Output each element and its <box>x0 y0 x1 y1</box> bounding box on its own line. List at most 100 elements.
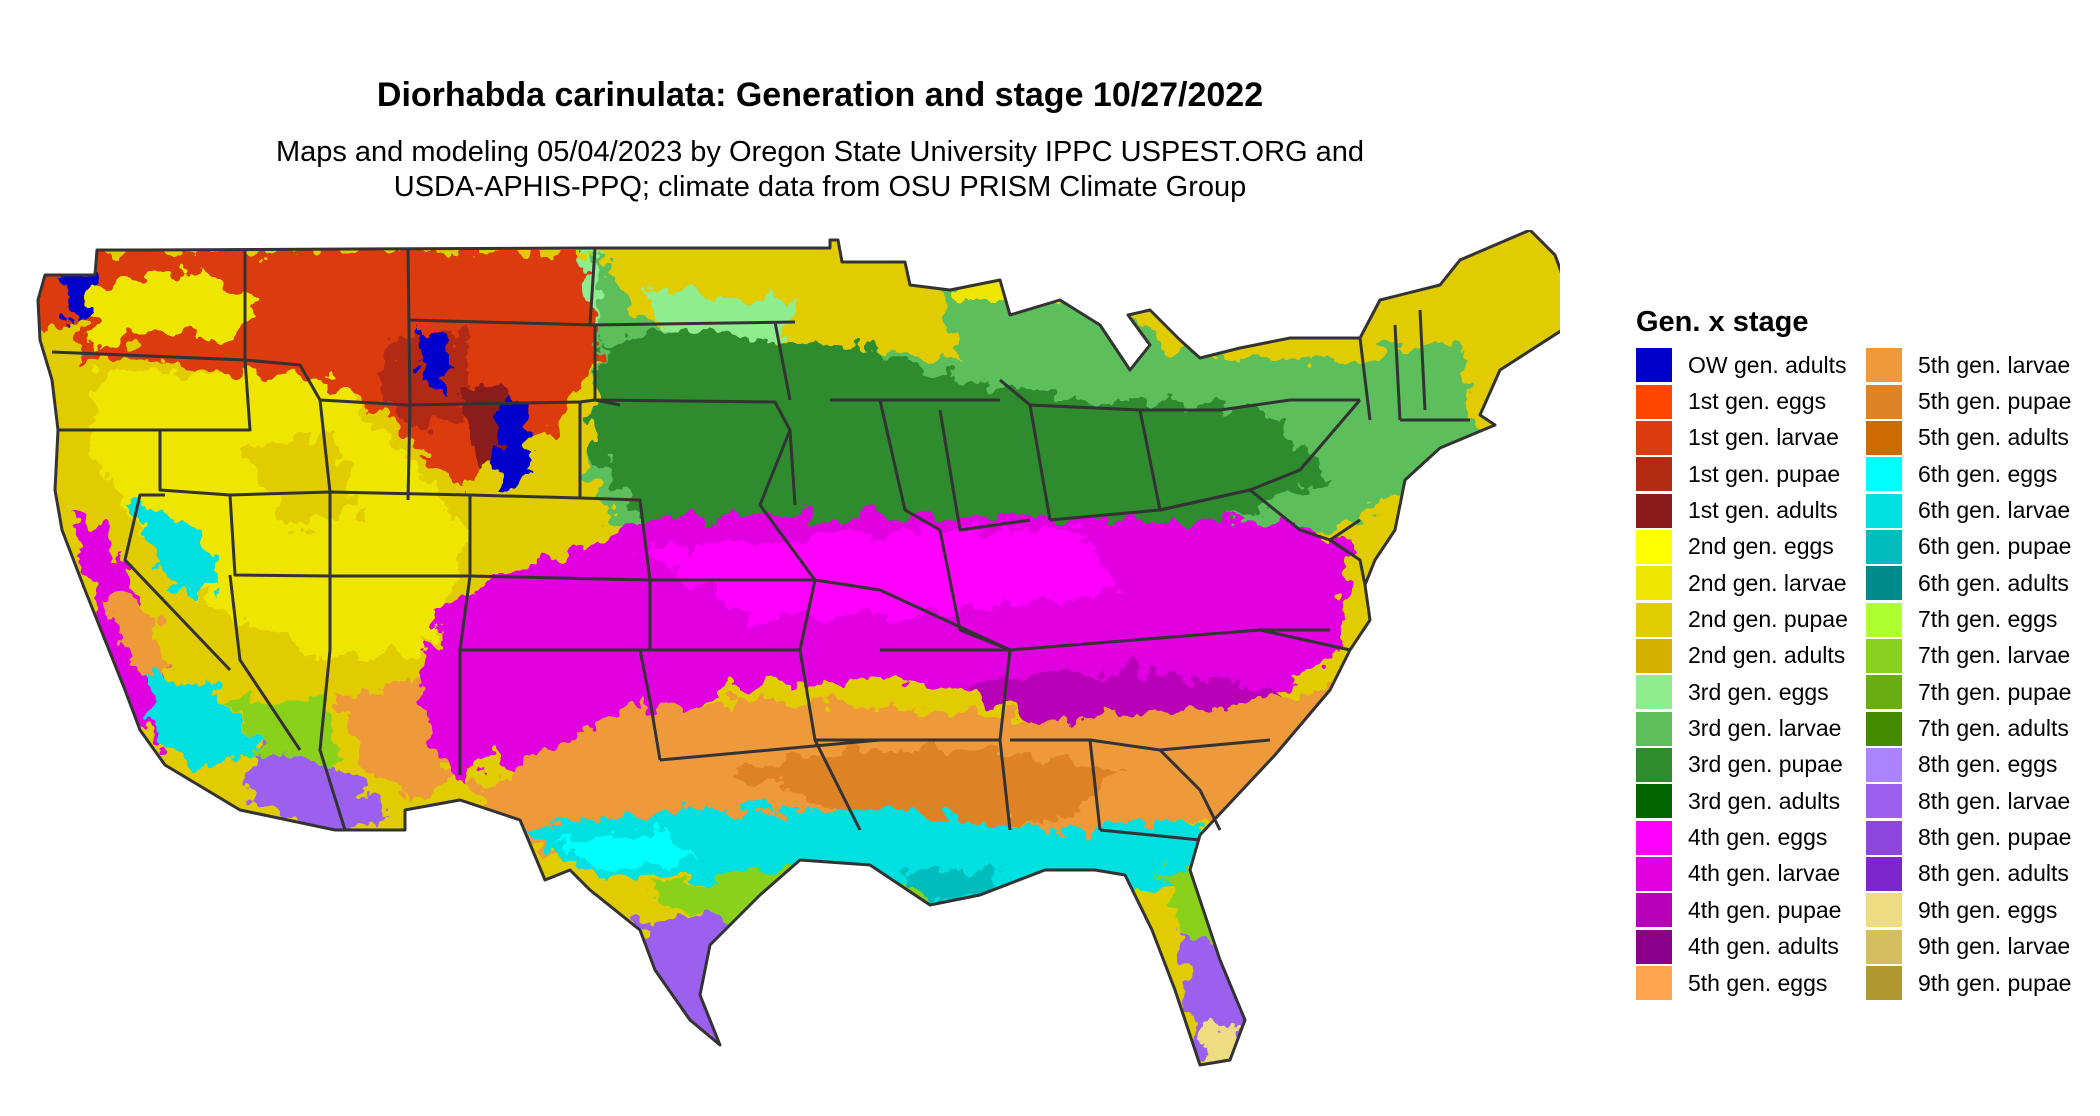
legend-label: 6th gen. eggs <box>1918 460 2058 487</box>
legend-item: 3rd gen. eggs <box>1636 674 1848 710</box>
legend-label: 4th gen. pupae <box>1688 896 1842 923</box>
legend-column-1: OW gen. adults 1st gen. eggs 1st gen. larv… <box>1636 347 1848 1001</box>
legend-item: 7th gen. pupae <box>1866 674 2071 710</box>
legend-label: 2nd gen. larvae <box>1688 569 1847 596</box>
legend-label: 1st gen. larvae <box>1688 424 1839 451</box>
legend-swatch <box>1636 893 1672 928</box>
legend-swatch <box>1866 348 1902 383</box>
legend-label: 7th gen. eggs <box>1918 606 2058 633</box>
legend-swatch <box>1866 457 1902 492</box>
legend-label: 1st gen. eggs <box>1688 388 1827 415</box>
legend-swatch <box>1636 566 1672 601</box>
legend-swatch <box>1636 420 1672 455</box>
legend-label: 5th gen. adults <box>1918 424 2069 451</box>
legend-item: 1st gen. adults <box>1636 492 1848 528</box>
legend-label: 5th gen. eggs <box>1688 969 1828 996</box>
legend-item: 4th gen. pupae <box>1636 892 1848 928</box>
legend-item: 2nd gen. adults <box>1636 638 1848 674</box>
legend-label: 9th gen. larvae <box>1918 933 2071 960</box>
legend-label: 2nd gen. adults <box>1688 642 1846 669</box>
legend-label: 5th gen. larvae <box>1918 351 2071 378</box>
legend-label: 8th gen. adults <box>1918 860 2069 887</box>
legend-swatch <box>1636 784 1672 819</box>
legend-item: 6th gen. adults <box>1866 565 2071 601</box>
legend-item: 7th gen. eggs <box>1866 601 2071 637</box>
legend-swatch <box>1636 675 1672 710</box>
legend-item: 2nd gen. larvae <box>1636 565 1848 601</box>
legend-item: 7th gen. larvae <box>1866 638 2071 674</box>
legend-swatch <box>1866 856 1902 891</box>
legend-label: 7th gen. pupae <box>1918 678 2072 705</box>
legend-item: 3rd gen. pupae <box>1636 747 1848 783</box>
legend-swatch <box>1866 675 1902 710</box>
legend-swatch <box>1636 929 1672 964</box>
legend-swatch <box>1636 384 1672 419</box>
legend-item: 3rd gen. adults <box>1636 783 1848 819</box>
legend-item: 9th gen. pupae <box>1866 965 2071 1001</box>
legend-item: 8th gen. pupae <box>1866 819 2071 855</box>
legend-label: 7th gen. larvae <box>1918 642 2071 669</box>
legend-label: 3rd gen. adults <box>1688 787 1841 814</box>
legend-swatch <box>1866 602 1902 637</box>
legend-item: 5th gen. pupae <box>1866 383 2071 419</box>
legend-item: 1st gen. larvae <box>1636 420 1848 456</box>
legend-label: 3rd gen. larvae <box>1688 715 1842 742</box>
legend-label: 1st gen. pupae <box>1688 460 1841 487</box>
legend-swatch <box>1636 966 1672 1001</box>
legend-item: 1st gen. eggs <box>1636 383 1848 419</box>
legend-swatch <box>1866 384 1902 419</box>
legend-item: 2nd gen. pupae <box>1636 601 1848 637</box>
legend-item: 4th gen. adults <box>1636 929 1848 965</box>
legend-label: 2nd gen. eggs <box>1688 533 1834 560</box>
legend-item: 9th gen. larvae <box>1866 929 2071 965</box>
legend-label: 6th gen. pupae <box>1918 533 2072 560</box>
legend-swatch <box>1636 638 1672 673</box>
legend-item: 8th gen. larvae <box>1866 783 2071 819</box>
legend-label: 3rd gen. eggs <box>1688 678 1829 705</box>
legend-item: 3rd gen. larvae <box>1636 710 1848 746</box>
legend-label: 6th gen. adults <box>1918 569 2069 596</box>
legend-swatch <box>1866 493 1902 528</box>
legend-swatch <box>1866 638 1902 673</box>
legend-item: 6th gen. pupae <box>1866 529 2071 565</box>
legend-swatch <box>1866 966 1902 1001</box>
map-title: Diorhabda carinulata: Generation and sta… <box>376 76 1264 114</box>
legend-item: 4th gen. larvae <box>1636 856 1848 892</box>
legend-label: 8th gen. larvae <box>1918 787 2071 814</box>
legend-swatch <box>1636 493 1672 528</box>
legend-swatch <box>1636 457 1672 492</box>
legend-label: 2nd gen. pupae <box>1688 606 1848 633</box>
legend-label: 8th gen. pupae <box>1918 824 2072 851</box>
legend-label: 9th gen. pupae <box>1918 969 2072 996</box>
legend-item: 8th gen. eggs <box>1866 747 2071 783</box>
legend-swatch <box>1866 566 1902 601</box>
legend-swatch <box>1636 602 1672 637</box>
legend-swatch <box>1866 820 1902 855</box>
legend-label: OW gen. adults <box>1688 351 1847 378</box>
us-generation-stage-map <box>36 230 1560 1067</box>
legend-swatch <box>1866 420 1902 455</box>
legend-item: 5th gen. larvae <box>1866 347 2071 383</box>
legend-item: 6th gen. eggs <box>1866 456 2071 492</box>
legend-swatch <box>1636 820 1672 855</box>
map-subtitle-line-1: Maps and modeling 05/04/2023 by Oregon S… <box>275 136 1365 168</box>
legend-swatch <box>1636 348 1672 383</box>
legend-label: 5th gen. pupae <box>1918 388 2072 415</box>
legend-label: 3rd gen. pupae <box>1688 751 1843 778</box>
legend-label: 4th gen. eggs <box>1688 824 1828 851</box>
legend-item: 4th gen. eggs <box>1636 819 1848 855</box>
legend-label: 9th gen. eggs <box>1918 896 2058 923</box>
legend-item: 5th gen. eggs <box>1636 965 1848 1001</box>
legend-swatch <box>1866 747 1902 782</box>
legend-swatch <box>1866 893 1902 928</box>
legend-swatch <box>1636 856 1672 891</box>
legend-label: 8th gen. eggs <box>1918 751 2058 778</box>
map-subtitle-line-2: USDA-APHIS-PPQ; climate data from OSU PR… <box>393 171 1247 203</box>
legend-item: 1st gen. pupae <box>1636 456 1848 492</box>
legend-label: 6th gen. larvae <box>1918 497 2071 524</box>
legend-item: 2nd gen. eggs <box>1636 529 1848 565</box>
legend-label: 1st gen. adults <box>1688 497 1838 524</box>
legend-swatch <box>1636 711 1672 746</box>
legend-label: 7th gen. adults <box>1918 715 2069 742</box>
legend-item: OW gen. adults <box>1636 347 1848 383</box>
